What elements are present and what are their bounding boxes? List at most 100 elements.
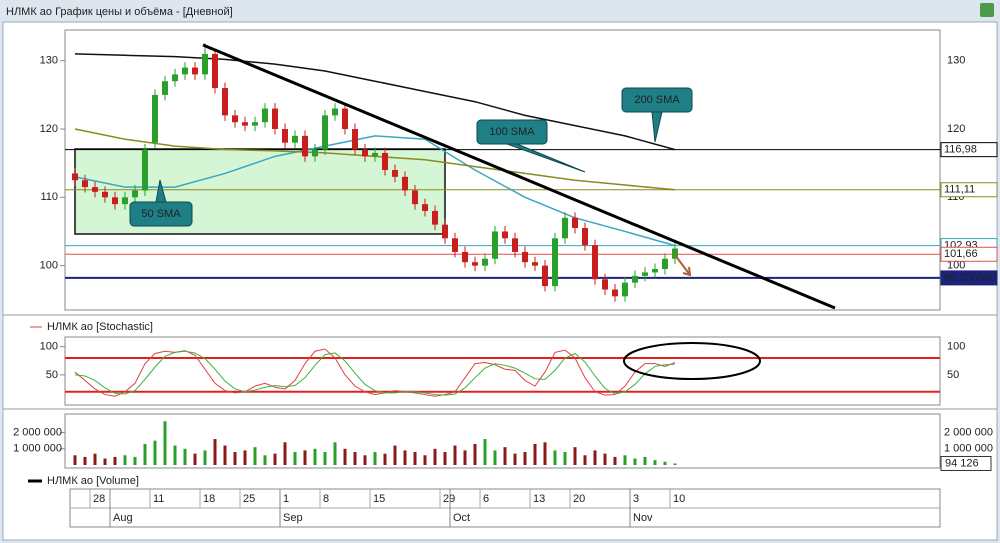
candle-body xyxy=(242,122,248,126)
y-tick-label: 50 xyxy=(46,369,58,381)
last-value-box xyxy=(940,455,992,471)
volume-bar xyxy=(493,450,497,465)
volume-bar xyxy=(623,455,627,465)
y-tick-label: 2 000 000 xyxy=(13,426,62,438)
y-tick-label: 130 xyxy=(947,55,965,67)
volume-bar xyxy=(213,439,217,465)
x-tick-label: 20 xyxy=(573,493,585,505)
candle-body xyxy=(342,108,348,130)
volume-bar xyxy=(323,452,327,465)
price-level-box xyxy=(940,246,998,262)
candle-body xyxy=(472,262,478,266)
callout-label: 50 SMA xyxy=(141,208,181,220)
volume-bar xyxy=(363,455,367,465)
candle-body xyxy=(172,74,178,82)
volume-bar xyxy=(653,460,657,465)
volume-bar xyxy=(543,442,547,465)
candle-body xyxy=(532,262,538,266)
volume-bar xyxy=(673,463,677,465)
y-tick-label: 120 xyxy=(947,123,965,135)
price-level-label: 116,98 xyxy=(944,144,977,156)
candle-body xyxy=(512,238,518,252)
volume-bar xyxy=(73,455,77,465)
volume-bar xyxy=(583,455,587,465)
candle-body xyxy=(292,135,298,143)
last-value-label: 94 126 xyxy=(945,457,979,469)
candle-body xyxy=(132,190,138,198)
stoch-line xyxy=(74,350,676,396)
x-tick-label: 13 xyxy=(533,493,545,505)
volume-bar xyxy=(473,443,477,465)
volume-bar xyxy=(303,450,307,465)
candle-body xyxy=(622,282,628,297)
y-tick-label: 1 000 000 xyxy=(944,443,993,455)
volume-bar xyxy=(453,445,457,465)
volume-bar xyxy=(513,453,517,465)
volume-bar xyxy=(503,447,507,465)
x-tick-label: 6 xyxy=(483,493,489,505)
y-tick-label: 100 xyxy=(40,260,58,272)
candle-body xyxy=(72,173,78,181)
trend-line xyxy=(202,43,836,310)
candle-body xyxy=(422,204,428,211)
volume-bar xyxy=(603,453,607,465)
candle-body xyxy=(322,115,328,150)
x-tick-label: 28 xyxy=(93,493,105,505)
volume-bar xyxy=(163,421,167,465)
volume-frame xyxy=(64,413,941,469)
callout-label: 200 SMA xyxy=(634,94,680,106)
y-tick-label: 130 xyxy=(40,55,58,67)
volume-bar xyxy=(293,452,297,465)
candle-body xyxy=(482,258,488,266)
volume-bar xyxy=(273,453,277,465)
volume-bar xyxy=(233,452,237,465)
callout-box xyxy=(129,201,193,227)
candle-body xyxy=(122,197,128,205)
volume-bar xyxy=(393,445,397,465)
arrow-head xyxy=(682,266,692,277)
volume-bar xyxy=(403,450,407,465)
candle-body xyxy=(182,67,188,75)
y-tick-label: 1 000 000 xyxy=(13,443,62,455)
volume-bar xyxy=(353,452,357,465)
y-tick-label: 2 000 000 xyxy=(944,426,993,438)
x-tick-label: 25 xyxy=(243,493,255,505)
candle-body xyxy=(392,170,398,177)
candle-body xyxy=(442,224,448,239)
callout-label: 100 SMA xyxy=(489,126,535,138)
y-tick-label: 100 xyxy=(947,341,965,353)
volume-bar xyxy=(93,453,97,465)
candle-body xyxy=(372,152,378,157)
window-icon[interactable] xyxy=(980,3,994,17)
candle-body xyxy=(462,251,468,263)
candle-body xyxy=(82,180,88,188)
volume-bar xyxy=(253,447,257,465)
volume-bar xyxy=(383,453,387,465)
volume-bar xyxy=(373,452,377,465)
candle-body xyxy=(352,129,358,150)
callout-pointer xyxy=(651,111,663,143)
volume-bar xyxy=(663,461,667,465)
candle-body xyxy=(502,231,508,239)
candle-body xyxy=(222,88,228,116)
candle-body xyxy=(662,258,668,270)
candle-body xyxy=(432,210,438,225)
month-label: Sep xyxy=(283,512,303,524)
candle-body xyxy=(162,81,168,95)
candle-body xyxy=(282,129,288,143)
x-tick-label: 15 xyxy=(373,493,385,505)
volume-bar xyxy=(573,447,577,465)
volume-bar xyxy=(123,455,127,465)
candle-body xyxy=(362,149,368,157)
y-tick-label: 120 xyxy=(40,123,58,135)
y-tick-label: 110 xyxy=(40,191,58,203)
candle-body xyxy=(252,122,258,126)
candle-body xyxy=(602,279,608,290)
candle-body xyxy=(262,108,268,123)
y-tick-label: 50 xyxy=(947,369,959,381)
volume-bar xyxy=(593,450,597,465)
callout-box xyxy=(621,87,693,113)
candle-body xyxy=(192,67,198,75)
candle-body xyxy=(312,149,318,157)
